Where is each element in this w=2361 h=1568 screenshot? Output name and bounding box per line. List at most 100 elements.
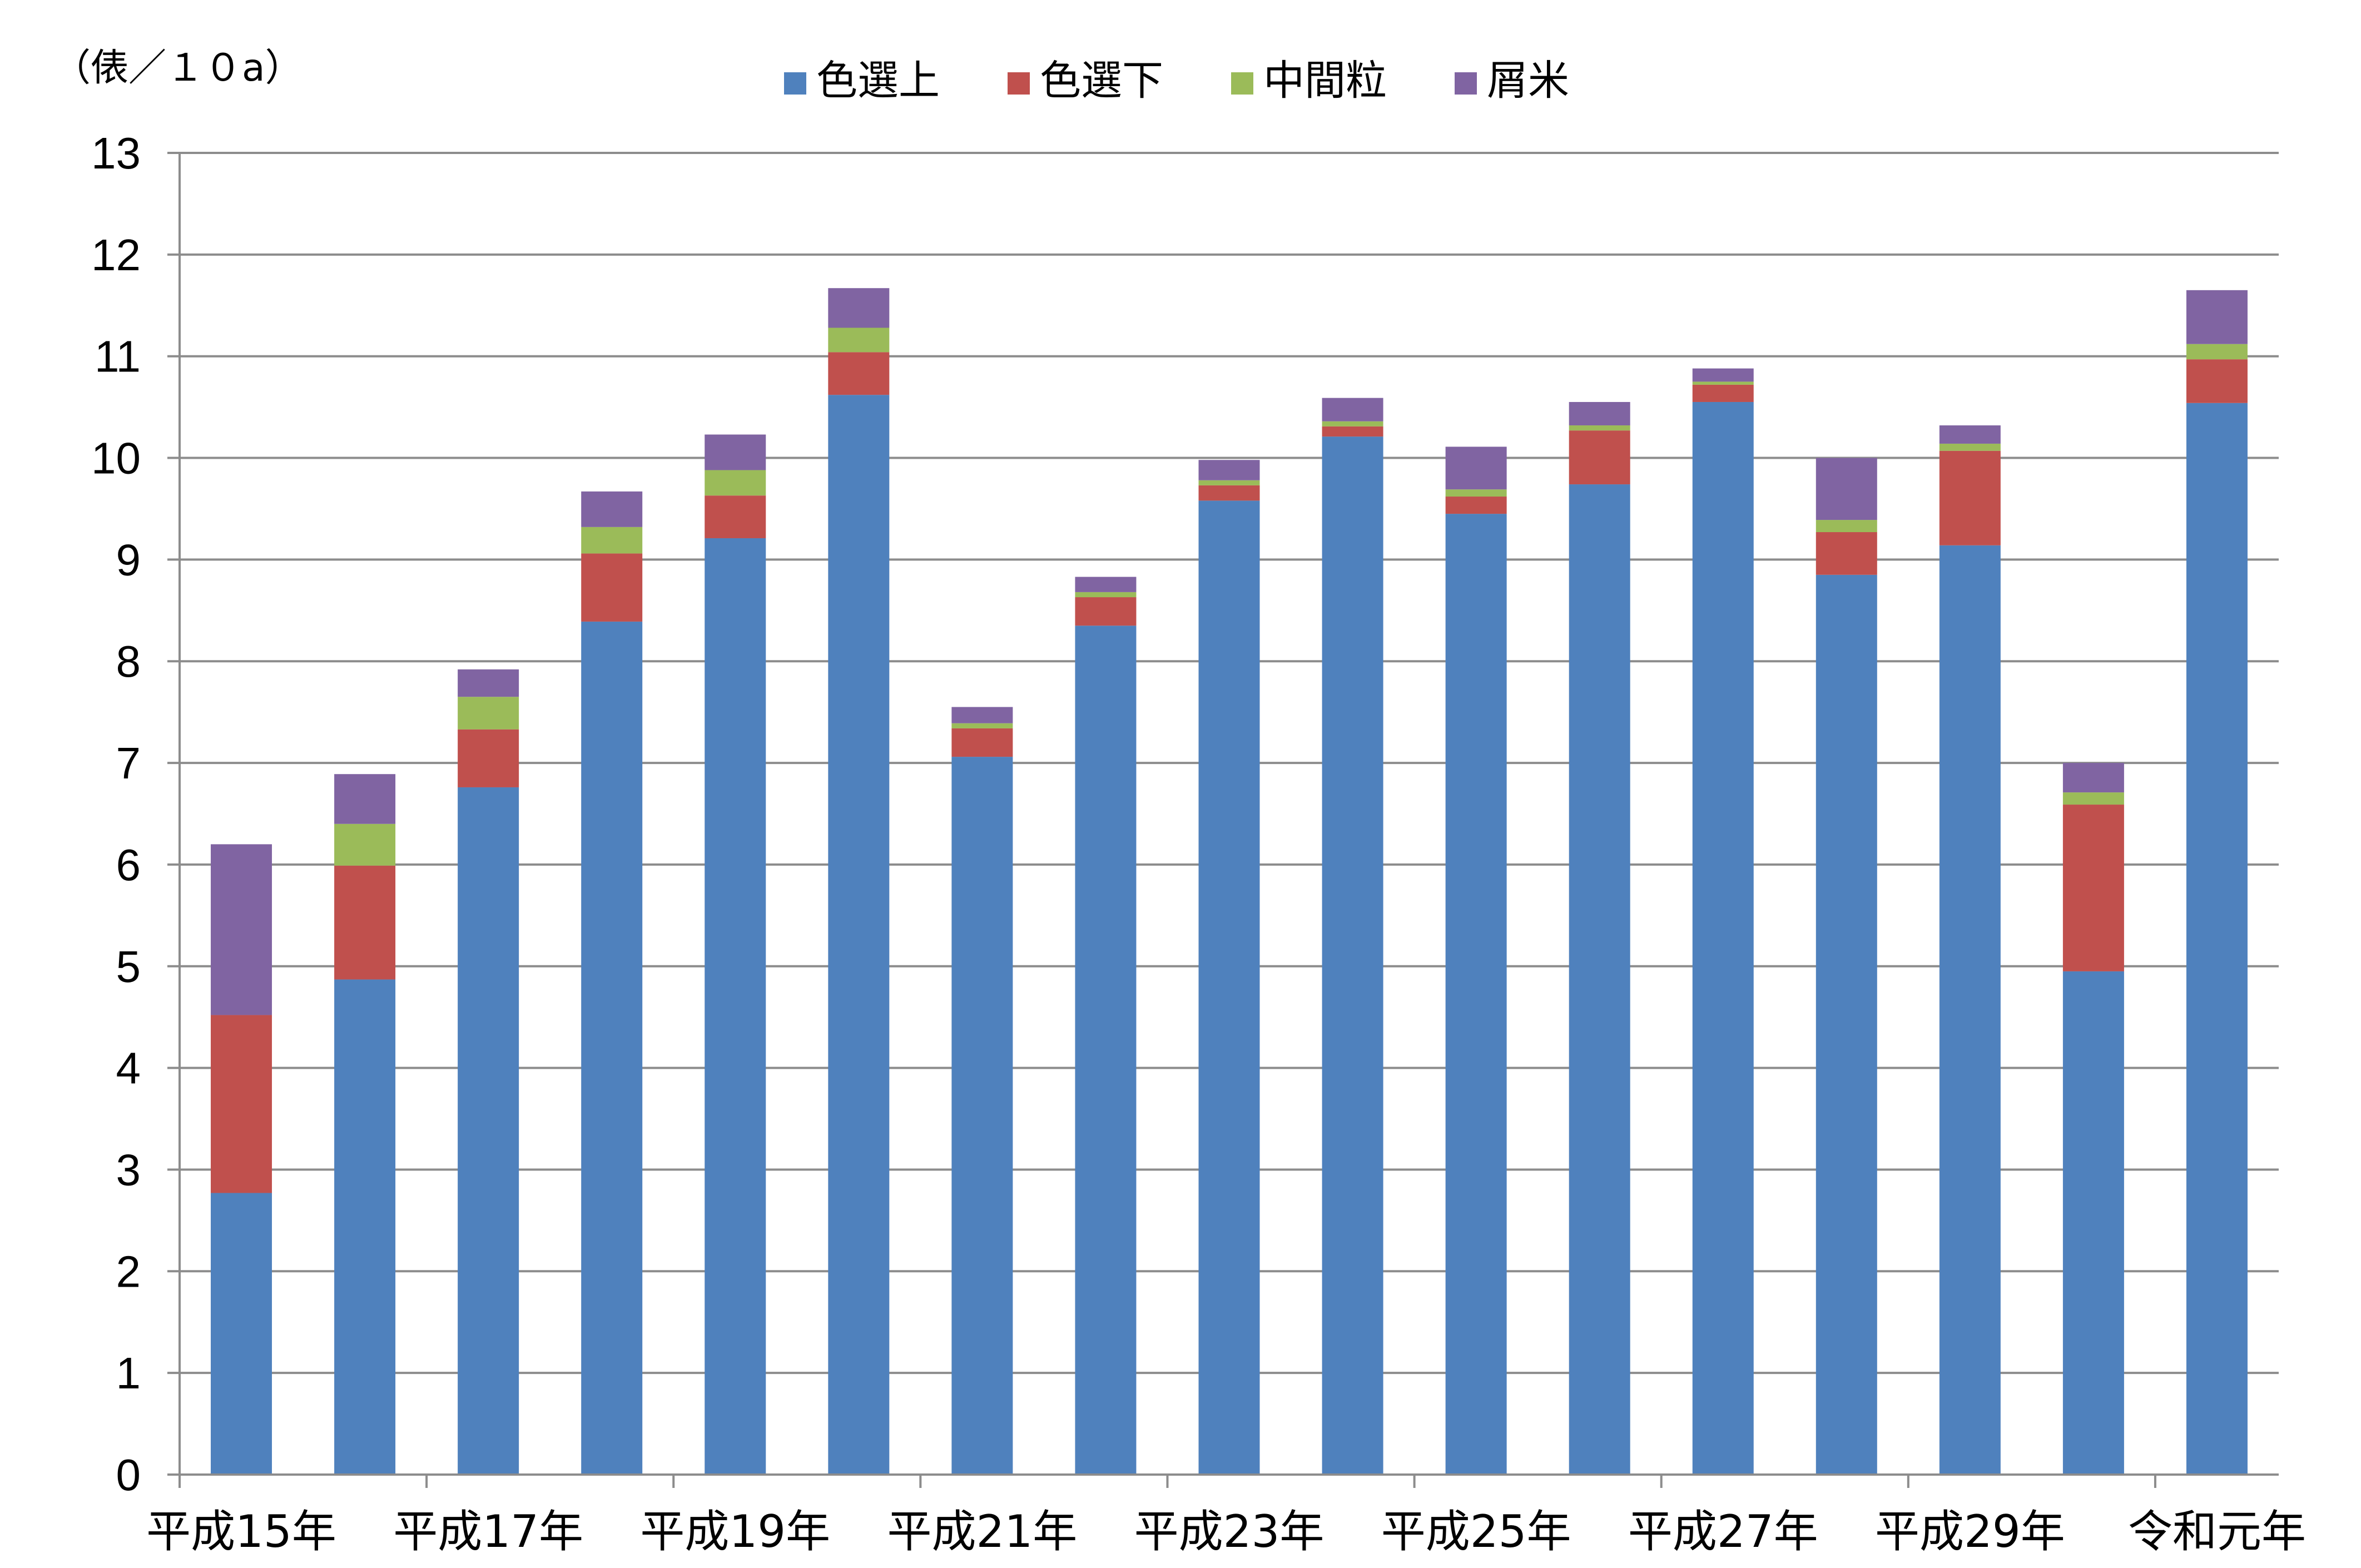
- legend-label: 色選下: [1040, 57, 1163, 105]
- x-tick-labels: 平成15年 平成17年 平成19年 平成21年 平成23年 平成25年 平成27年 平成29年…: [146, 1506, 2306, 1557]
- y-tick-label: 6: [116, 840, 141, 890]
- bar-segment: [211, 1015, 272, 1193]
- bar-segment: [1445, 489, 1507, 497]
- bar-segment: [581, 553, 643, 622]
- bar-segment: [1569, 401, 1630, 426]
- bar-segment: [1692, 368, 1754, 382]
- bar-segment: [1816, 574, 1877, 1475]
- bars: [211, 288, 2248, 1475]
- y-tick-label: 10: [91, 434, 141, 483]
- bar-segment: [1198, 500, 1260, 1475]
- bar-segment: [1816, 520, 1877, 533]
- legend-label: 中間粒: [1263, 57, 1387, 105]
- bar-segment: [1692, 381, 1754, 385]
- bar-segment: [1569, 484, 1630, 1475]
- x-tick-label: 平成19年: [640, 1506, 830, 1557]
- bar-segment: [1322, 398, 1383, 421]
- y-tick-label: 9: [116, 535, 141, 584]
- bar-segment: [951, 723, 1013, 728]
- bar-segment: [211, 844, 272, 1015]
- bar-segment: [2062, 971, 2124, 1475]
- bar-segment: [1445, 497, 1507, 514]
- bar-segment: [1939, 545, 2001, 1475]
- legend-swatch: [1455, 72, 1477, 95]
- x-tick-label: 平成21年: [887, 1506, 1077, 1557]
- bar-segment: [951, 728, 1013, 757]
- bar-segment: [2186, 290, 2248, 344]
- bar-segment: [705, 495, 766, 538]
- bar-segment: [1692, 401, 1754, 1475]
- legend-swatch: [1231, 72, 1253, 95]
- y-tick-label: 11: [95, 332, 141, 381]
- bar-segment: [1939, 450, 2001, 545]
- y-tick-label: 12: [91, 230, 141, 280]
- bar-segment: [705, 470, 766, 496]
- x-tick-label: 平成29年: [1875, 1506, 2065, 1557]
- bar-segment: [1198, 485, 1260, 501]
- bar-segment: [334, 865, 396, 980]
- y-tick-label: 1: [116, 1348, 141, 1398]
- x-tick-label: 平成23年: [1134, 1506, 1325, 1557]
- legend: 色選上 色選下 中間粒 屑米: [784, 57, 1569, 105]
- bar-segment: [334, 979, 396, 1475]
- x-tick-label: 令和元年: [2128, 1506, 2306, 1557]
- bar-segment: [1198, 480, 1260, 485]
- x-tick-label: 平成27年: [1628, 1506, 1818, 1557]
- bar-segment: [1322, 426, 1383, 437]
- bar-segment: [2186, 359, 2248, 403]
- y-tick-label: 8: [116, 637, 141, 686]
- bar-segment: [581, 491, 643, 527]
- bar-segment: [1445, 514, 1507, 1475]
- y-tick-label: 0: [116, 1450, 141, 1500]
- bar-segment: [581, 527, 643, 554]
- bar-segment: [951, 757, 1013, 1475]
- bar-segment: [828, 328, 890, 353]
- bar-segment: [1939, 425, 2001, 444]
- bar-segment: [1692, 384, 1754, 402]
- bar-segment: [2062, 792, 2124, 805]
- bar-segment: [1939, 443, 2001, 451]
- bar-segment: [1569, 430, 1630, 485]
- bar-segment: [2062, 763, 2124, 793]
- bar-segment: [828, 395, 890, 1475]
- unit-label: （俵／１０a）: [53, 46, 303, 90]
- x-tick-label: 平成17年: [393, 1506, 583, 1557]
- bar-segment: [334, 774, 396, 824]
- bar-segment: [828, 352, 890, 395]
- bar-segment: [1075, 577, 1137, 592]
- bar-segment: [1198, 460, 1260, 480]
- bar-segment: [458, 729, 519, 787]
- legend-swatch: [1008, 72, 1030, 95]
- bar-segment: [1075, 626, 1137, 1475]
- bar-segment: [581, 621, 643, 1475]
- bar-segment: [705, 434, 766, 470]
- bar-segment: [458, 787, 519, 1475]
- x-tick-label: 平成15年: [146, 1506, 336, 1557]
- bar-segment: [211, 1193, 272, 1475]
- bar-segment: [951, 707, 1013, 723]
- bar-segment: [2186, 344, 2248, 360]
- y-tick-label: 13: [91, 128, 141, 178]
- legend-label: 屑米: [1487, 57, 1569, 105]
- bar-segment: [1075, 597, 1137, 626]
- bar-segment: [828, 288, 890, 328]
- y-tick-label: 7: [116, 738, 141, 788]
- axes: [178, 153, 2279, 1488]
- bar-segment: [1569, 425, 1630, 431]
- bar-segment: [1075, 592, 1137, 598]
- y-tick-label: 2: [116, 1247, 141, 1296]
- y-tick-label: 5: [116, 942, 141, 991]
- bar-segment: [458, 697, 519, 730]
- bar-segment: [1816, 458, 1877, 520]
- bar-segment: [2062, 805, 2124, 971]
- bar-segment: [2186, 403, 2248, 1475]
- y-tick-label: 4: [116, 1044, 141, 1093]
- bar-segment: [1445, 446, 1507, 490]
- bar-segment: [1322, 436, 1383, 1475]
- bar-segment: [458, 669, 519, 697]
- bar-segment: [1322, 421, 1383, 426]
- y-tick-label: 3: [116, 1145, 141, 1194]
